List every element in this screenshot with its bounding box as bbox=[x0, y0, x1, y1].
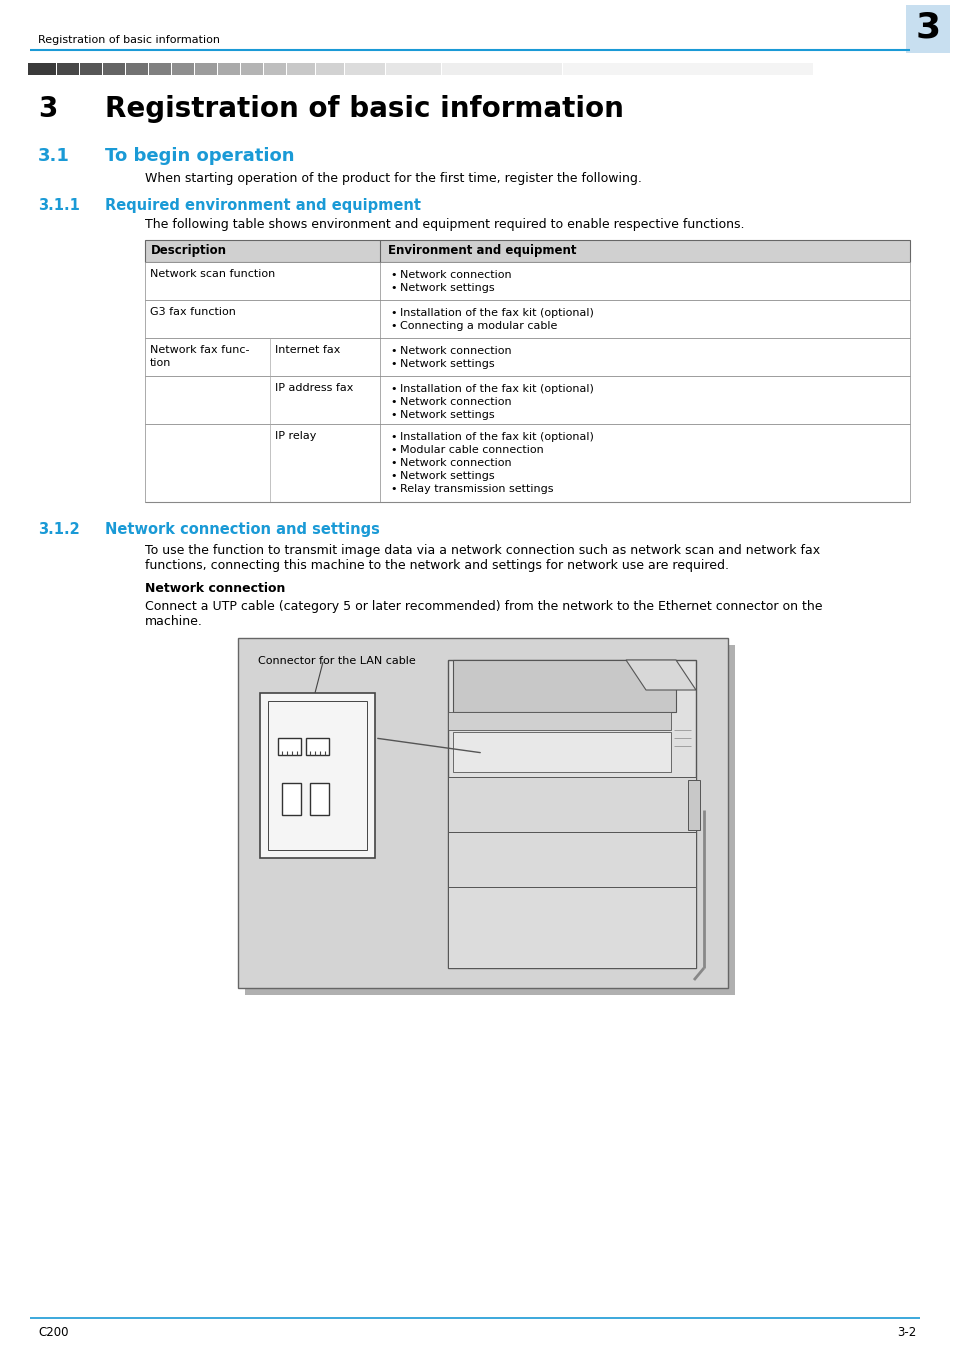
Bar bbox=[282, 783, 301, 815]
Text: Registration of basic information: Registration of basic information bbox=[105, 95, 623, 123]
Text: Connecting a modular cable: Connecting a modular cable bbox=[399, 321, 557, 331]
Bar bbox=[80, 63, 102, 76]
Text: machine.: machine. bbox=[145, 616, 203, 628]
Bar bbox=[149, 63, 171, 76]
Text: G3 fax function: G3 fax function bbox=[150, 306, 235, 317]
Bar bbox=[386, 63, 440, 76]
Text: 3.1.1: 3.1.1 bbox=[38, 198, 80, 213]
Bar bbox=[268, 701, 367, 850]
Text: Registration of basic information: Registration of basic information bbox=[38, 35, 220, 45]
Text: •: • bbox=[390, 346, 396, 356]
Bar bbox=[277, 738, 301, 755]
Text: •: • bbox=[390, 308, 396, 319]
Text: tion: tion bbox=[150, 358, 172, 369]
Text: Network fax func-: Network fax func- bbox=[150, 346, 250, 355]
Text: Connector for the LAN cable: Connector for the LAN cable bbox=[257, 656, 416, 666]
Text: Modular cable connection: Modular cable connection bbox=[399, 446, 543, 455]
Bar bbox=[448, 832, 696, 887]
Bar bbox=[145, 240, 909, 262]
Text: Network connection: Network connection bbox=[399, 270, 511, 279]
Bar bbox=[448, 660, 696, 968]
Text: •: • bbox=[390, 397, 396, 406]
Text: Network settings: Network settings bbox=[399, 359, 494, 369]
Text: C200: C200 bbox=[38, 1326, 69, 1339]
Bar bbox=[310, 783, 329, 815]
Bar bbox=[172, 63, 193, 76]
Text: •: • bbox=[390, 432, 396, 441]
Bar bbox=[145, 377, 909, 424]
Text: •: • bbox=[390, 410, 396, 420]
Bar bbox=[453, 732, 670, 772]
Text: To use the function to transmit image data via a network connection such as netw: To use the function to transmit image da… bbox=[145, 544, 820, 558]
Text: functions, connecting this machine to the network and settings for network use a: functions, connecting this machine to th… bbox=[145, 559, 728, 572]
Bar bbox=[315, 63, 344, 76]
Bar bbox=[448, 778, 696, 832]
Text: Connect a UTP cable (category 5 or later recommended) from the network to the Et: Connect a UTP cable (category 5 or later… bbox=[145, 599, 821, 613]
Bar bbox=[306, 738, 329, 755]
Text: Network settings: Network settings bbox=[399, 410, 494, 420]
Text: •: • bbox=[390, 359, 396, 369]
Text: IP relay: IP relay bbox=[274, 431, 316, 441]
Bar bbox=[145, 338, 909, 377]
Text: Network settings: Network settings bbox=[399, 471, 494, 481]
Text: Description: Description bbox=[151, 244, 227, 256]
Text: Network connection: Network connection bbox=[399, 458, 511, 468]
Bar bbox=[241, 63, 263, 76]
Bar bbox=[448, 887, 696, 968]
Text: 3: 3 bbox=[915, 9, 940, 45]
Text: IP address fax: IP address fax bbox=[274, 383, 353, 393]
Bar bbox=[562, 63, 812, 76]
Text: •: • bbox=[390, 485, 396, 494]
Bar bbox=[145, 262, 909, 300]
Bar bbox=[103, 63, 125, 76]
Text: Network scan function: Network scan function bbox=[150, 269, 275, 279]
Text: Network connection and settings: Network connection and settings bbox=[105, 522, 379, 537]
Bar bbox=[687, 780, 700, 830]
Text: 3.1: 3.1 bbox=[38, 147, 70, 165]
Text: When starting operation of the product for the first time, register the followin: When starting operation of the product f… bbox=[145, 171, 641, 185]
Text: •: • bbox=[390, 458, 396, 468]
Text: Relay transmission settings: Relay transmission settings bbox=[399, 485, 553, 494]
Text: •: • bbox=[390, 284, 396, 293]
Text: Network connection: Network connection bbox=[399, 346, 511, 356]
Bar bbox=[126, 63, 148, 76]
Text: Installation of the fax kit (optional): Installation of the fax kit (optional) bbox=[399, 383, 594, 394]
Bar bbox=[264, 63, 286, 76]
Text: 3.1.2: 3.1.2 bbox=[38, 522, 80, 537]
Bar bbox=[145, 300, 909, 338]
Bar bbox=[287, 63, 314, 76]
Text: The following table shows environment and equipment required to enable respectiv: The following table shows environment an… bbox=[145, 217, 743, 231]
Text: 3: 3 bbox=[38, 95, 57, 123]
Text: •: • bbox=[390, 321, 396, 331]
Text: •: • bbox=[390, 446, 396, 455]
Text: To begin operation: To begin operation bbox=[105, 147, 294, 165]
Bar bbox=[345, 63, 385, 76]
Bar bbox=[57, 63, 79, 76]
Text: •: • bbox=[390, 383, 396, 394]
Text: Installation of the fax kit (optional): Installation of the fax kit (optional) bbox=[399, 308, 594, 319]
Bar bbox=[245, 645, 734, 995]
Bar bbox=[218, 63, 240, 76]
Bar bbox=[448, 711, 670, 730]
Text: •: • bbox=[390, 270, 396, 279]
Text: Environment and equipment: Environment and equipment bbox=[388, 244, 576, 256]
Text: Required environment and equipment: Required environment and equipment bbox=[105, 198, 420, 213]
Bar bbox=[237, 639, 727, 988]
Text: Network connection: Network connection bbox=[145, 582, 285, 595]
Bar bbox=[260, 693, 375, 859]
Text: Network connection: Network connection bbox=[399, 397, 511, 406]
Bar bbox=[441, 63, 561, 76]
Bar bbox=[145, 424, 909, 502]
Bar bbox=[28, 63, 56, 76]
Text: Installation of the fax kit (optional): Installation of the fax kit (optional) bbox=[399, 432, 594, 441]
Text: •: • bbox=[390, 471, 396, 481]
Bar bbox=[453, 660, 676, 711]
Text: Internet fax: Internet fax bbox=[274, 346, 340, 355]
Polygon shape bbox=[625, 660, 696, 690]
Bar bbox=[194, 63, 216, 76]
Text: 3-2: 3-2 bbox=[896, 1326, 915, 1339]
Text: Network settings: Network settings bbox=[399, 284, 494, 293]
Bar bbox=[905, 5, 949, 53]
